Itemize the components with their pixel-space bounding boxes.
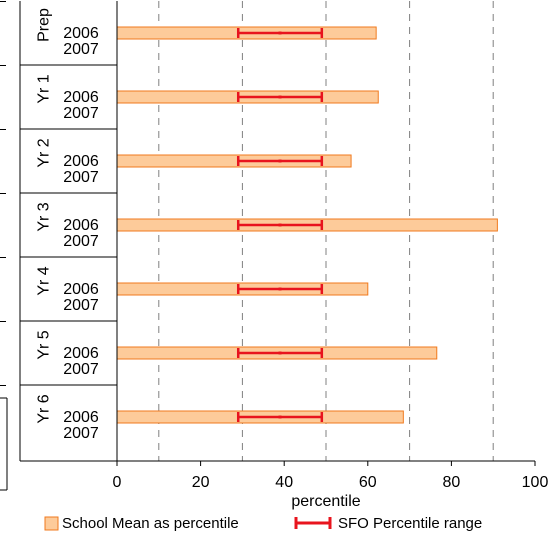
- year-label: 2006: [63, 217, 99, 234]
- year-label: 2007: [63, 41, 99, 58]
- range-markers: [236, 28, 324, 422]
- plot-frame: [0, 1, 535, 491]
- grid-lines: [158, 1, 494, 461]
- group-label: Yr 6: [36, 394, 53, 423]
- range-marker: [236, 92, 324, 102]
- x-tick-label: 0: [113, 474, 122, 491]
- year-label: 2007: [63, 361, 99, 378]
- range-marker: [236, 348, 324, 358]
- legend-label: School Mean as percentile: [62, 515, 239, 532]
- x-tick-label: 60: [359, 474, 377, 491]
- group-label: Yr 2: [36, 138, 53, 167]
- year-label: 2006: [63, 345, 99, 362]
- x-axis-title: percentile: [291, 493, 360, 510]
- group-label: Yr 1: [36, 74, 53, 103]
- legend-entry-mean: School Mean as percentile: [44, 515, 239, 532]
- year-label: 2006: [63, 89, 99, 106]
- year-label: 2007: [63, 233, 99, 250]
- year-label: 2007: [63, 425, 99, 442]
- x-tick-label: 20: [192, 474, 210, 491]
- year-label: 2006: [63, 281, 99, 298]
- group-label: Yr 3: [36, 202, 53, 231]
- x-tick-label: 80: [443, 474, 461, 491]
- x-tick-label: 40: [275, 474, 293, 491]
- legend-label: SFO Percentile range: [338, 515, 482, 532]
- year-label: 2007: [63, 105, 99, 122]
- year-label: 2006: [63, 153, 99, 170]
- group-label: Prep: [36, 8, 53, 42]
- range-marker: [236, 220, 324, 230]
- legend: School Mean as percentile SFO Percentile …: [44, 515, 482, 532]
- range-marker: [236, 412, 324, 422]
- range-marker: [236, 28, 324, 38]
- legend-entry-range: SFO Percentile range: [294, 515, 482, 532]
- group-label: Yr 4: [36, 266, 53, 295]
- year-label: 2006: [63, 409, 99, 426]
- x-tick-label: 100: [522, 474, 549, 491]
- range-marker: [236, 284, 324, 294]
- group-label: Yr 5: [36, 330, 53, 359]
- year-label: 2006: [63, 25, 99, 42]
- legend-swatch-bar: [44, 516, 59, 531]
- x-axis: 0 20 40 60 80 100: [113, 461, 549, 491]
- year-label: 2007: [63, 297, 99, 314]
- range-marker: [236, 156, 324, 166]
- year-label: 2007: [63, 169, 99, 186]
